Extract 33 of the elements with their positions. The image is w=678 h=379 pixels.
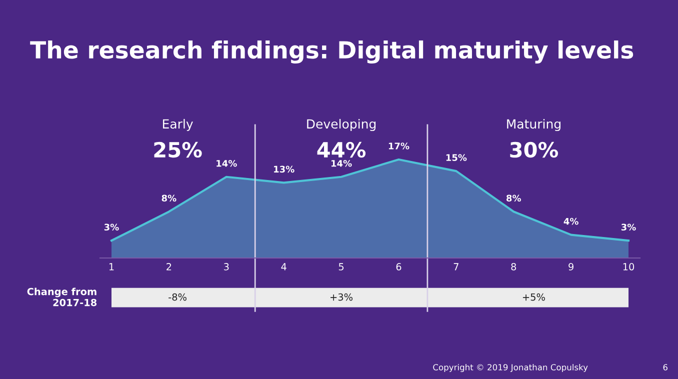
x-tick-label: 9 (568, 263, 574, 270)
chart-title: The research findings: Digital maturity levels (30, 40, 634, 64)
x-tick-label: 1 (109, 263, 114, 270)
text: Early (162, 118, 193, 132)
x-tick-label: 10 (623, 263, 634, 270)
x-tick-label: 3 (224, 263, 229, 270)
text: -8% (168, 293, 186, 301)
text: +5% (522, 293, 545, 301)
data-label: 15% (446, 154, 467, 161)
text: Maturing (507, 118, 560, 132)
text: Change from 2017-18 (27, 288, 97, 306)
x-tick-label: 7 (454, 263, 458, 270)
x-tick-label: 4 (281, 263, 286, 270)
data-label: 14% (216, 160, 237, 167)
data-label: 8% (162, 194, 176, 202)
data-label: 4% (564, 218, 578, 225)
data-label: 13% (274, 166, 294, 173)
text: +3% (330, 293, 353, 301)
text: 44% (317, 142, 366, 158)
data-label: 8% (506, 194, 521, 202)
x-tick-label: 8 (511, 263, 516, 270)
data-label: 3% (621, 224, 636, 231)
x-tick-label: 6 (396, 263, 402, 270)
text: 6 (663, 364, 668, 370)
text: Copyright © 2019 Jonathan Copulsky (433, 364, 588, 372)
x-tick-label: 2 (166, 263, 172, 270)
data-label: 17% (388, 142, 410, 150)
text: 25% (154, 142, 202, 158)
x-tick-label: 5 (338, 263, 344, 270)
data-label: 3% (104, 224, 119, 231)
text: Developing (307, 118, 376, 132)
text: 30% (510, 142, 558, 158)
data-label: 14% (331, 160, 352, 167)
